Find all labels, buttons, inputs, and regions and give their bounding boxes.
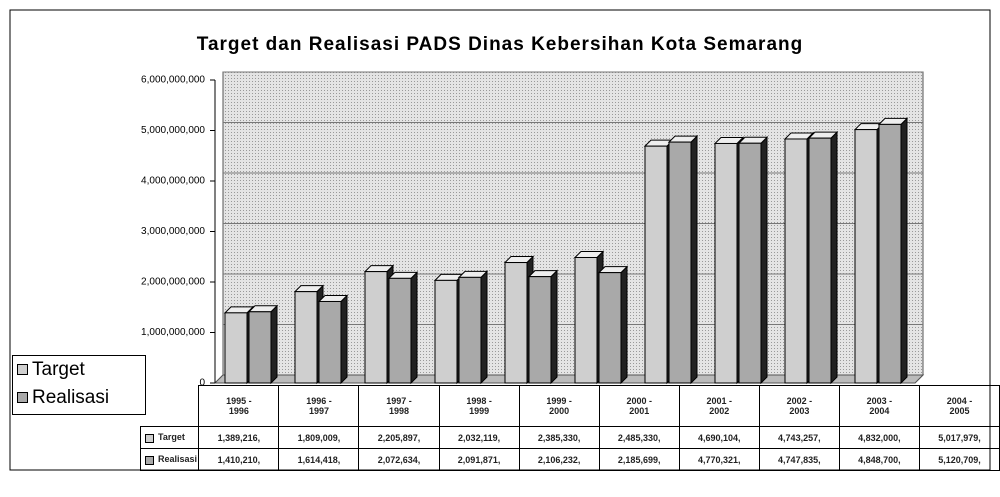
value-label: 2,205,897, <box>358 426 440 449</box>
bar-side <box>410 271 418 385</box>
value-label: 2,106,232, <box>518 448 600 471</box>
bar <box>318 300 342 384</box>
series-swatch <box>145 433 154 443</box>
value-label: 4,743,257, <box>758 426 840 449</box>
y-tick-label: 6,000,000,000 <box>141 75 205 86</box>
value-label: 4,747,835, <box>758 448 840 471</box>
data-table: 1995 - 1996 1996 - 1997 1997 - 1998 1998 - … <box>139 385 1000 471</box>
legend-item: Target <box>13 356 145 384</box>
value-label: 2,091,871, <box>438 448 520 471</box>
table-row: Target 1,389,216, 1,809,009, 2,205,897, 2,03… <box>139 426 1000 449</box>
y-tick-label: 3,000,000,000 <box>141 226 205 237</box>
category-label: 1997 - 1998 <box>358 385 440 427</box>
bar <box>784 138 808 384</box>
value-label: 5,120,709, <box>918 448 1000 471</box>
value-label: 4,690,104, <box>678 426 760 449</box>
y-tick-label: 4,000,000,000 <box>141 176 205 187</box>
value-label: 4,848,700, <box>838 448 920 471</box>
bar-side <box>340 294 348 385</box>
value-label: 2,485,330, <box>598 426 680 449</box>
value-label: 2,385,330, <box>518 426 600 449</box>
bar <box>294 291 318 384</box>
bar <box>598 272 622 384</box>
value-label: 1,809,009, <box>278 426 360 449</box>
bar <box>854 129 878 384</box>
bar-side <box>620 265 628 385</box>
value-label: 4,770,321, <box>678 448 760 471</box>
bar <box>808 137 832 384</box>
value-label: 4,832,000, <box>838 426 920 449</box>
bar-side <box>480 270 488 385</box>
value-label: 2,185,699, <box>598 448 680 471</box>
legend-label: Target <box>32 359 85 380</box>
bar-side <box>690 134 698 385</box>
value-label: 2,032,119, <box>438 426 520 449</box>
bar-side <box>830 130 838 385</box>
value-label: 1,614,418, <box>278 448 360 471</box>
value-label: 5,017,979, <box>918 426 1000 449</box>
bar <box>644 145 668 384</box>
bar <box>504 262 528 384</box>
series-label: Realisasi <box>158 454 198 465</box>
category-label: 2001 - 2002 <box>678 385 760 427</box>
y-tick-label: 2,000,000,000 <box>141 277 205 288</box>
bar <box>528 276 552 384</box>
category-label: 2003 - 2004 <box>838 385 920 427</box>
bar <box>574 256 598 384</box>
bar <box>878 123 902 384</box>
category-label: 1996 - 1997 <box>278 385 360 427</box>
category-label: 2004 - 2005 <box>918 385 1000 427</box>
series-label: Target <box>158 432 185 443</box>
table-header-row: 1995 - 1996 1996 - 1997 1997 - 1998 1998 - … <box>141 385 1000 427</box>
legend-swatch <box>17 392 28 404</box>
category-label: 1995 - 1996 <box>198 385 280 427</box>
value-label: 1,410,210, <box>198 448 280 471</box>
bar <box>668 141 692 384</box>
bar <box>458 276 482 384</box>
value-label: 2,072,634, <box>358 448 440 471</box>
table-row: Realisasi 1,410,210, 1,614,418, 2,072,634, 2… <box>139 448 1000 471</box>
bar <box>224 312 248 384</box>
chart-title: Target dan Realisasi PADS Dinas Kebersih… <box>197 34 803 55</box>
series-swatch <box>145 455 154 465</box>
series-label-cell: Realisasi <box>139 448 200 471</box>
bar <box>388 277 412 384</box>
bar <box>714 142 738 384</box>
y-tick-label: 1,000,000,000 <box>141 327 205 338</box>
bar <box>248 311 272 384</box>
bar-side <box>270 304 278 385</box>
legend-label: Realisasi <box>32 387 110 408</box>
category-label: 2000 - 2001 <box>598 385 680 427</box>
table-corner <box>141 386 199 427</box>
legend-item: Realisasi <box>13 384 145 412</box>
value-label: 1,389,216, <box>198 426 280 449</box>
bar-side <box>900 117 908 385</box>
bar-side <box>550 269 558 385</box>
category-label: 2002 - 2003 <box>758 385 840 427</box>
bar-side <box>760 136 768 385</box>
y-tick-label: 5,000,000,000 <box>141 125 205 136</box>
series-label-cell: Target <box>139 426 200 449</box>
bar <box>738 142 762 384</box>
bar <box>434 279 458 384</box>
category-label: 1999 - 2000 <box>518 385 600 427</box>
category-label: 1998 - 1999 <box>438 385 520 427</box>
legend: Target Realisasi <box>12 355 146 415</box>
y-tick-label: 0 <box>199 378 205 389</box>
legend-swatch <box>17 364 28 376</box>
bar <box>364 271 388 384</box>
